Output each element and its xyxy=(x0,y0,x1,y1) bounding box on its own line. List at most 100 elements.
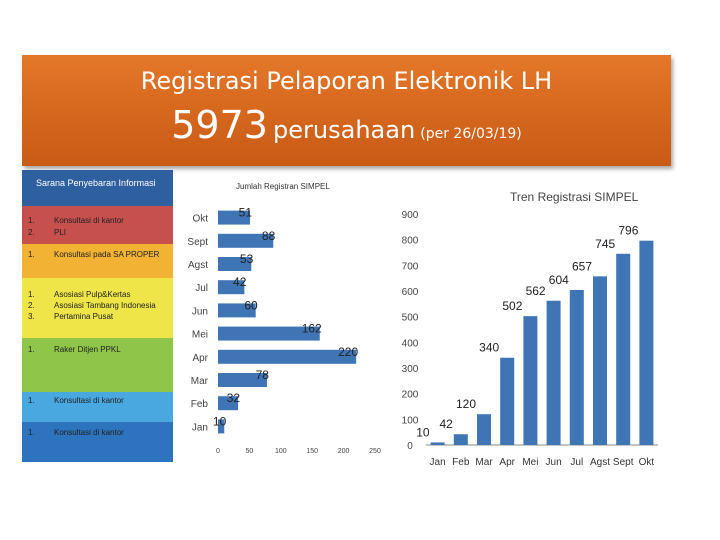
y-tick-label: 900 xyxy=(402,210,419,221)
sidebar-box-mar-feb: 1. Konsultasi di kantor xyxy=(22,392,173,422)
category-label: Jan xyxy=(192,422,208,433)
item-text: Konsultasi di kantor xyxy=(54,396,124,405)
category-label: Feb xyxy=(191,399,209,410)
value-label: 32 xyxy=(227,391,241,405)
banner-title: Registrasi Pelaporan Elektronik LH xyxy=(140,67,553,95)
category-label: Agst xyxy=(188,260,208,271)
trend-chart-title: Tren Registrasi SIMPEL xyxy=(510,190,639,204)
value-label: 42 xyxy=(439,417,453,431)
bar-okt xyxy=(218,210,251,225)
category-label: Mar xyxy=(475,457,493,468)
value-label: 53 xyxy=(240,252,254,266)
bar-feb xyxy=(453,434,468,445)
bar-agst xyxy=(593,276,607,445)
item-text: Asosiasi Tambang Indonesia xyxy=(54,301,156,310)
item-number: 3. xyxy=(28,312,35,321)
bar-mei xyxy=(523,316,538,445)
x-tick-label: 250 xyxy=(369,448,381,455)
value-label: 51 xyxy=(239,206,253,220)
bar-sept xyxy=(616,253,631,445)
bar-jun xyxy=(546,300,561,445)
value-label: 10 xyxy=(416,425,430,439)
sidebar-heading: Sarana Penyebaran Informasi xyxy=(36,178,156,188)
category-label: Jan xyxy=(430,457,446,468)
item-number: 1. xyxy=(28,396,35,405)
value-label: 10 xyxy=(213,414,227,428)
category-label: Feb xyxy=(452,457,470,468)
sidebar-box-jul-jun: 1. Asosiasi Pulp&Kertas 2. Asosiasi Tamb… xyxy=(22,278,173,338)
sidebar-heading-box: Sarana Penyebaran Informasi xyxy=(22,170,173,206)
item-number: 1. xyxy=(28,250,35,259)
item-text: Pertamina Pusat xyxy=(54,312,114,321)
category-label: Mei xyxy=(522,457,538,468)
x-tick-label: 200 xyxy=(338,448,350,455)
y-tick-label: 200 xyxy=(402,390,419,401)
x-tick-label: 0 xyxy=(216,448,220,455)
item-text: PLI xyxy=(54,228,67,237)
category-label: Jul xyxy=(195,283,208,294)
category-label: Okt xyxy=(639,457,655,468)
bar-jul xyxy=(218,280,245,295)
y-tick-label: 0 xyxy=(407,441,413,452)
monthly-registrations-chart: Okt 51 Sept 88 Agst 53 Jul 42 Jun 60 Mei 162 Apr 220 M… xyxy=(187,206,381,455)
sidebar-box-agst: 1. Konsultasi pada SA PROPER xyxy=(22,244,173,278)
value-label: 220 xyxy=(338,345,358,359)
y-tick-label: 300 xyxy=(402,364,419,375)
cumulative-trend-chart: 0 100 200 300 400 500 600 700 800 900 Jan 10 Feb 42 Ma… xyxy=(402,210,658,468)
value-label: 120 xyxy=(456,397,476,411)
registration-unit: perusahaan xyxy=(273,116,416,144)
registration-date-note: (per 26/03/19) xyxy=(420,126,522,142)
category-label: Mar xyxy=(191,376,209,387)
item-number: 1. xyxy=(28,216,35,225)
bar-apr xyxy=(500,357,515,445)
bar-mei xyxy=(218,326,320,341)
bar-okt xyxy=(639,240,654,445)
registration-count: 5973 xyxy=(171,103,268,147)
value-label: 88 xyxy=(262,229,276,243)
sidebar-box-jan: 1. Konsultasi di kantor xyxy=(22,422,173,462)
item-text: Konsultasi di kantor xyxy=(54,216,124,225)
monthly-chart-title: Jumlah Registran SIMPEL xyxy=(236,182,330,191)
category-label: Jun xyxy=(546,457,562,468)
sidebar-box-mei-apr: 1. Raker Ditjen PPKL xyxy=(22,338,173,392)
item-number: 2. xyxy=(28,301,35,310)
bar-jun xyxy=(218,303,256,318)
x-tick-label: 150 xyxy=(306,448,318,455)
bar-mar xyxy=(218,373,267,387)
item-number: 1. xyxy=(28,290,35,299)
value-label: 502 xyxy=(502,299,522,313)
value-label: 42 xyxy=(233,275,247,289)
x-tick-label: 50 xyxy=(246,448,254,455)
bar-apr xyxy=(218,349,357,364)
category-label: Okt xyxy=(192,214,208,225)
bar-jan xyxy=(430,442,445,445)
value-label: 604 xyxy=(549,273,569,287)
value-label: 60 xyxy=(244,298,258,312)
sidebar-box-okt-sept: 1. Konsultasi di kantor 2. PLI xyxy=(22,206,173,244)
y-tick-label: 100 xyxy=(402,415,419,426)
category-label: Agst xyxy=(590,457,610,468)
value-label: 562 xyxy=(526,284,546,298)
value-label: 745 xyxy=(595,237,615,251)
item-number: 2. xyxy=(28,228,35,237)
bar-sept xyxy=(218,233,274,248)
value-label: 78 xyxy=(256,368,270,382)
category-label: Apr xyxy=(499,457,515,468)
category-label: Apr xyxy=(192,353,208,364)
item-text: Konsultasi di kantor xyxy=(54,428,124,437)
bar-agst xyxy=(218,257,252,271)
banner-count-line: 5973 perusahaan (per 26/03/19) xyxy=(22,103,671,147)
category-label: Sept xyxy=(187,237,208,248)
bar-jul xyxy=(569,289,584,445)
bar-mar xyxy=(477,414,491,445)
y-tick-label: 600 xyxy=(402,287,419,298)
item-text: Raker Ditjen PPKL xyxy=(54,345,121,354)
value-label: 796 xyxy=(618,224,638,238)
category-label: Sept xyxy=(613,457,634,468)
bar-jan xyxy=(218,419,225,434)
y-tick-label: 400 xyxy=(402,338,419,349)
y-tick-label: 700 xyxy=(402,261,419,272)
x-tick-label: 100 xyxy=(275,448,287,455)
y-tick-label: 800 xyxy=(402,236,419,247)
y-tick-label: 500 xyxy=(402,313,419,324)
